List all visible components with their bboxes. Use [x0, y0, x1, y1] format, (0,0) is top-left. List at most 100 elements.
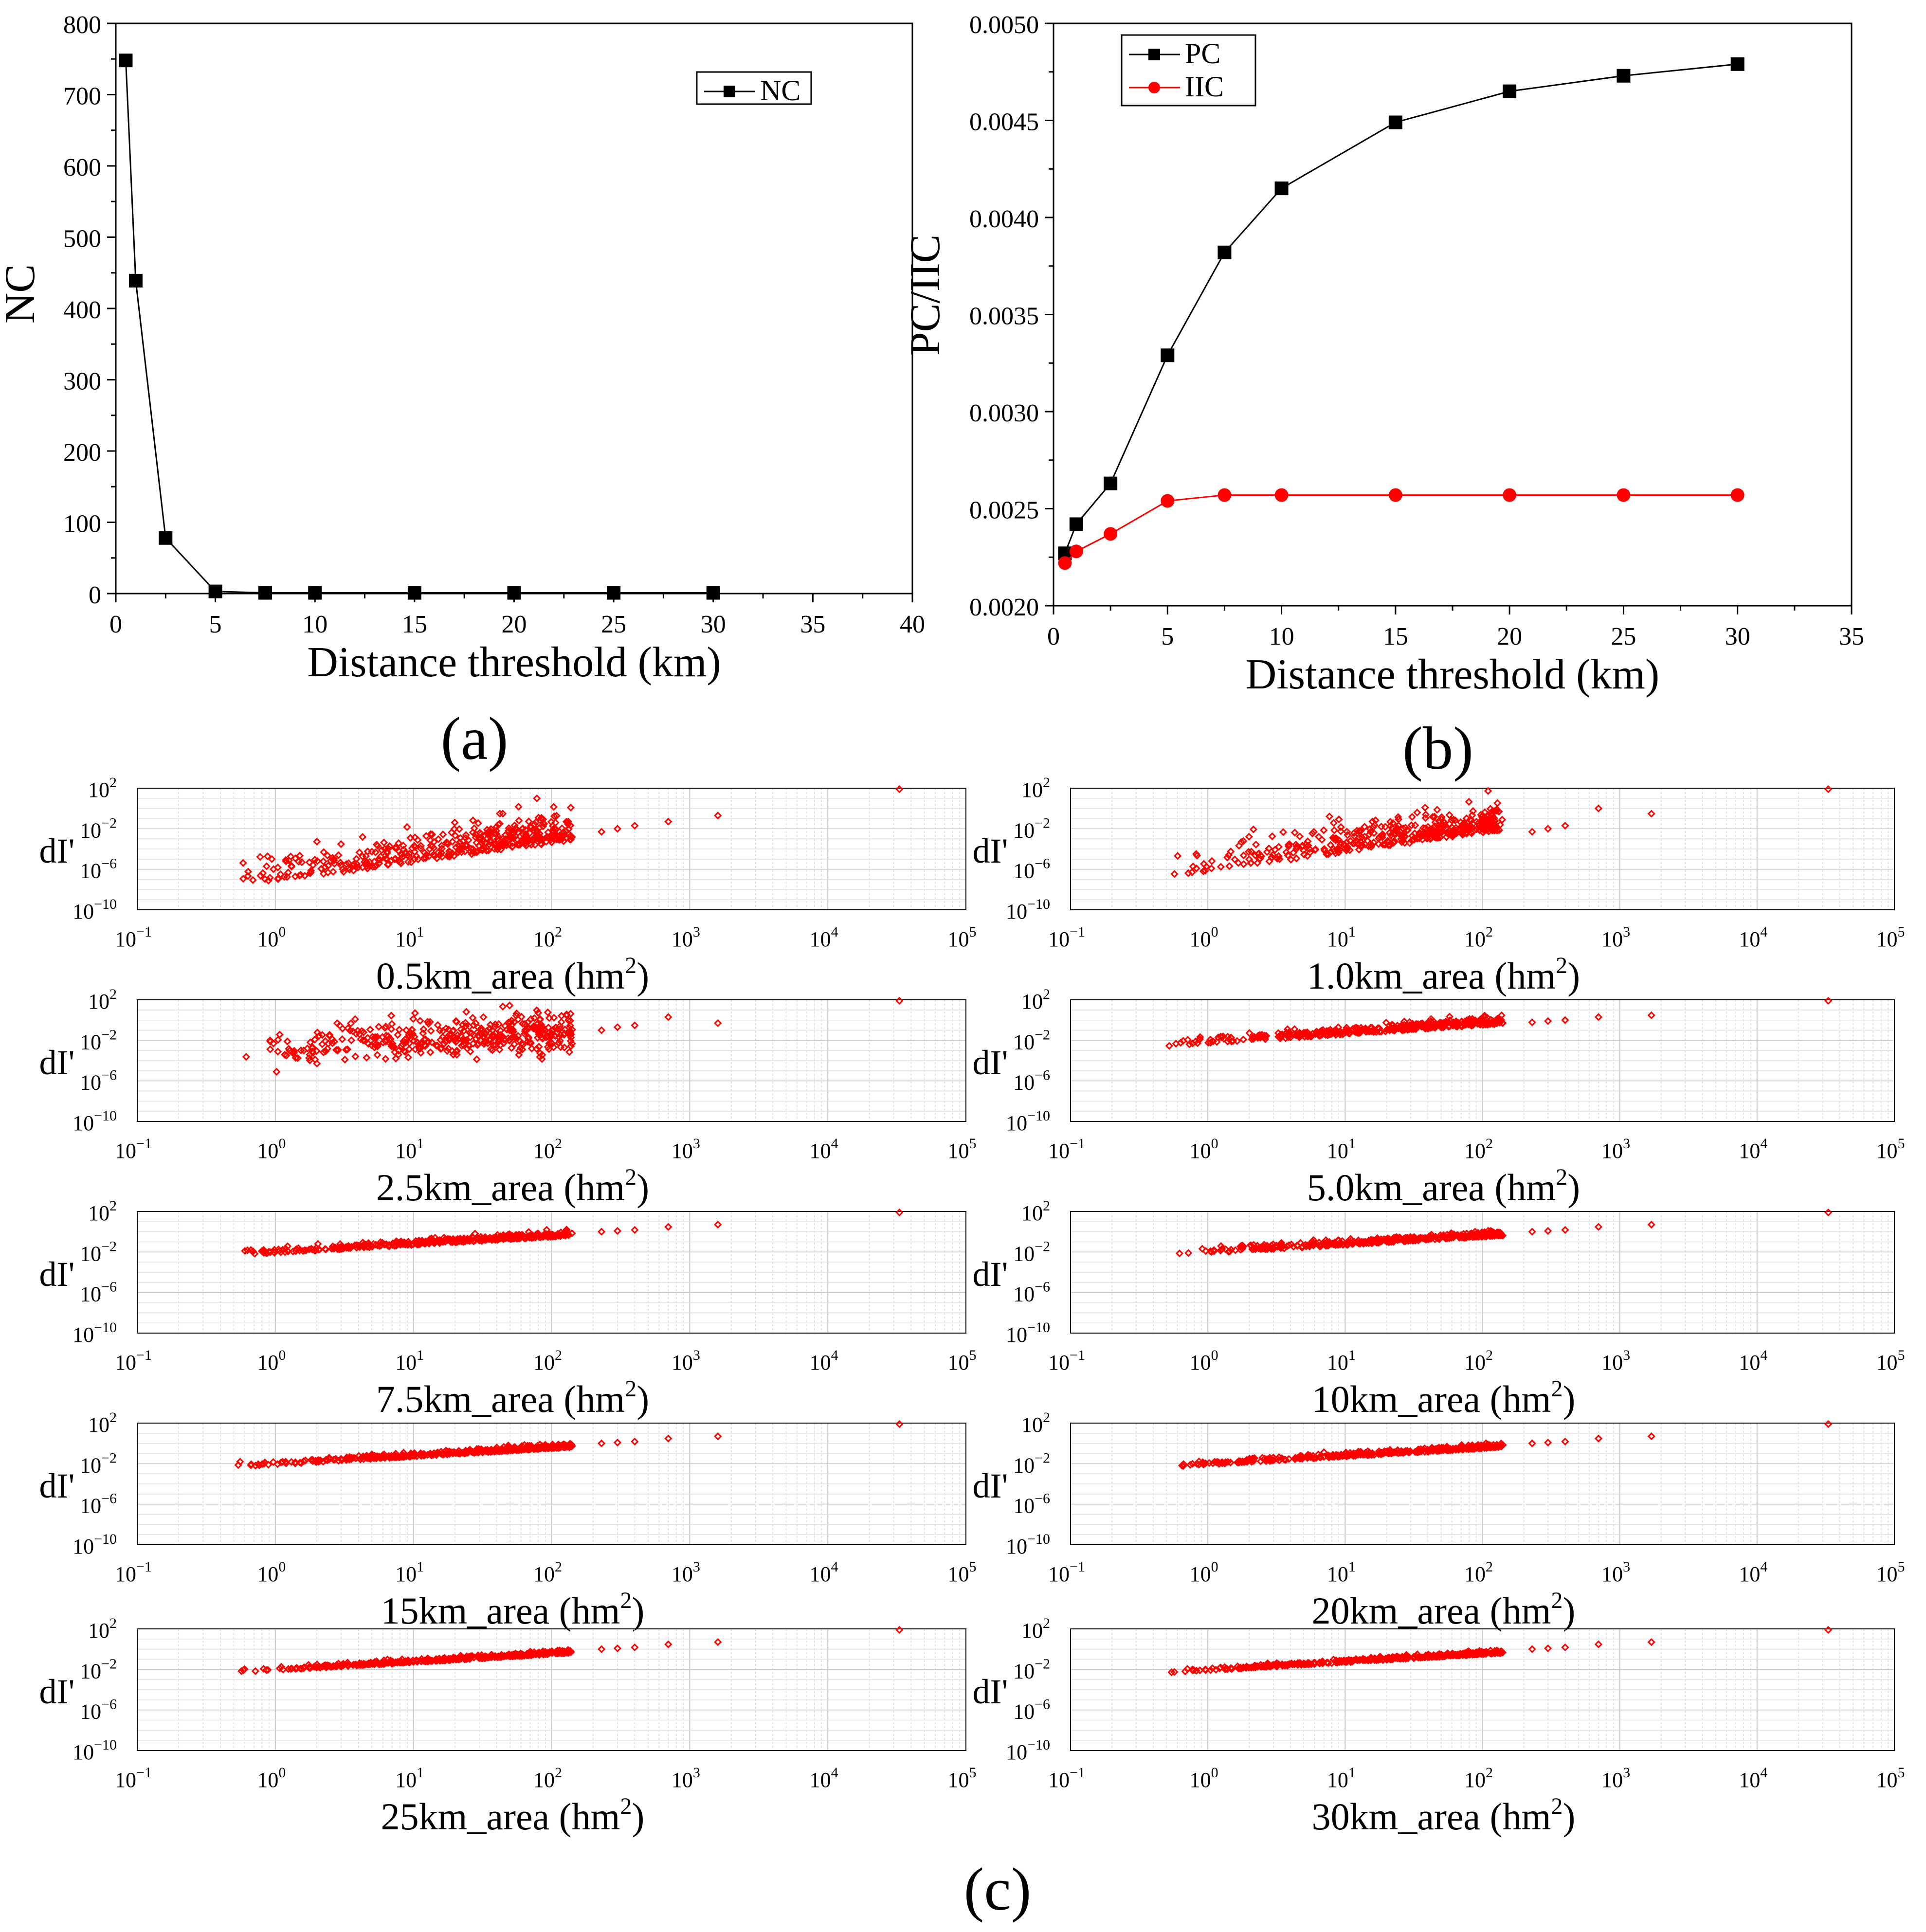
scatter-point	[465, 1446, 473, 1455]
scatter-point	[455, 838, 464, 847]
y-axis-title: PC/IIC	[902, 235, 949, 356]
scatter-point	[402, 1026, 410, 1034]
scatter-point	[543, 1232, 552, 1241]
scatter-point	[291, 1054, 300, 1062]
scatter-point	[1356, 842, 1364, 850]
scatter-point	[1457, 1017, 1466, 1026]
scatter-point	[496, 1027, 505, 1035]
scatter-point	[1490, 814, 1498, 822]
y-tick-label: 10−10	[1006, 896, 1050, 923]
scatter-point	[362, 852, 370, 860]
scatter-point	[469, 1013, 477, 1022]
scatter-point	[530, 1014, 539, 1022]
scatter-point	[567, 1033, 575, 1042]
scatter-point	[539, 1034, 547, 1043]
scatter-point	[1172, 1039, 1180, 1048]
scatter-point	[342, 1046, 350, 1054]
scatter-point	[567, 835, 575, 844]
data-point-NC	[706, 586, 720, 600]
y-tick-label: 10−6	[80, 1279, 117, 1306]
scatter-point	[1400, 839, 1409, 847]
data-point-IIC	[1069, 544, 1083, 559]
scatter-point	[515, 1047, 524, 1055]
scatter-point	[1497, 1016, 1506, 1024]
scatter-point	[1390, 837, 1398, 846]
data-point-NC	[607, 586, 621, 600]
scatter-point	[566, 1027, 574, 1035]
line-chart-(b): 0 5 10 15 20 25 30 35 0.0020 0.0025 0.0030 0.0035 0.…	[902, 11, 1864, 698]
scatter-point	[631, 1021, 639, 1029]
x-tick-label: 100	[257, 1559, 286, 1586]
scatter-point	[1274, 843, 1283, 851]
x-tick-label: 10−1	[115, 1136, 152, 1163]
scatter-point	[411, 1045, 419, 1053]
scatter-point	[1274, 1032, 1283, 1041]
scatter-point	[598, 1439, 606, 1447]
scatter-point	[484, 846, 493, 855]
scatter-point	[1453, 1020, 1461, 1029]
x-tick-label: 100	[1190, 1136, 1218, 1163]
scatter-point	[1436, 829, 1444, 837]
scatter-point	[613, 1023, 622, 1031]
x-tick-label: 102	[1464, 1136, 1493, 1163]
scatter-point	[1319, 1239, 1327, 1247]
scatter-point	[486, 830, 494, 838]
scatter-point	[455, 1236, 464, 1245]
scatter-point	[251, 1249, 259, 1258]
scatter-point	[426, 1048, 435, 1056]
data-point-IIC	[1617, 488, 1631, 502]
scatter-point	[482, 847, 491, 855]
scatter-point	[535, 1043, 543, 1051]
scatter-point	[1176, 1039, 1185, 1047]
scatter-point	[1256, 854, 1264, 863]
scatter-point	[1466, 1230, 1474, 1239]
scatter-point	[550, 812, 559, 820]
scatter-point	[300, 1246, 309, 1254]
x-tick-label: 103	[672, 924, 700, 951]
scatter-point	[382, 1055, 390, 1063]
scatter-point	[394, 1050, 403, 1059]
scatter-point	[438, 1033, 447, 1041]
scatter-point	[285, 856, 293, 865]
legend-box	[1121, 34, 1256, 107]
scatter-point	[300, 1046, 308, 1055]
y-tick-label: 300	[63, 368, 101, 396]
scatter-point	[492, 1446, 501, 1455]
scatter-point	[436, 1045, 445, 1053]
scatter-point	[552, 825, 560, 834]
scatter-point	[313, 1029, 322, 1037]
data-point-PC	[1730, 57, 1744, 71]
scatter-point	[323, 851, 331, 860]
scatter-point	[1245, 1029, 1254, 1037]
scatter-point	[1263, 848, 1271, 856]
scatter-point	[1336, 841, 1345, 849]
scatter-point	[336, 858, 345, 867]
scatter-point	[1377, 822, 1385, 831]
x-axis-title: 15km_area (hm2)	[381, 1588, 645, 1632]
scatter-point	[1437, 813, 1446, 821]
scatter-point	[318, 1040, 327, 1048]
scatter-point	[351, 1052, 360, 1061]
scatter-point	[1445, 1012, 1454, 1021]
scatter-point	[1487, 822, 1495, 830]
scatter-point	[508, 1445, 517, 1454]
scatter-point	[384, 845, 393, 853]
scatter-point	[1383, 1234, 1392, 1243]
scatter-point	[1422, 1020, 1431, 1029]
scatter-point	[527, 1038, 535, 1047]
scatter-point	[504, 1034, 512, 1043]
scatter-point	[370, 857, 379, 866]
data-point-IIC	[1274, 488, 1289, 502]
x-tick-label: 25	[601, 611, 626, 638]
x-tick-label: 35	[800, 611, 825, 638]
scatter-point	[1337, 827, 1345, 835]
scatter-point	[468, 1029, 476, 1037]
scatter-point	[394, 1030, 402, 1039]
x-tick-label: 40	[900, 611, 925, 638]
x-axis-title: 5.0km_area (hm2)	[1307, 1164, 1580, 1209]
data-point-NC	[119, 54, 133, 68]
scatter-point	[297, 1459, 306, 1467]
legend-label: NC	[760, 74, 800, 107]
scatter-point	[449, 1050, 457, 1059]
y-tick-label: 0.0025	[969, 497, 1039, 524]
